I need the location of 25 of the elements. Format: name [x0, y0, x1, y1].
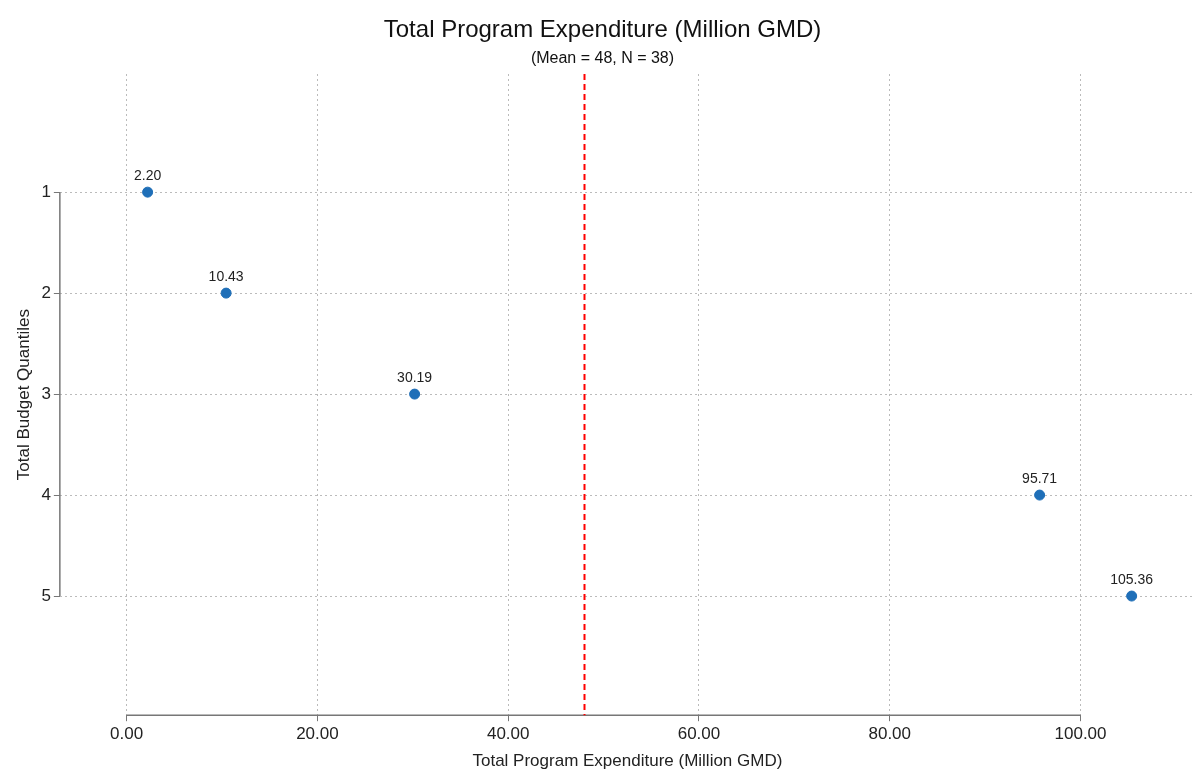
point	[220, 287, 232, 299]
x-axis-title: Total Program Expenditure (Million GMD)	[472, 751, 783, 771]
x-tick-label: 100.00	[1054, 724, 1107, 744]
point	[409, 388, 421, 400]
x-tick-label: 20.00	[296, 724, 339, 744]
x-tick-label: 60.00	[677, 724, 721, 744]
point	[142, 186, 154, 198]
y-tick-label: 3	[41, 383, 51, 403]
x-tick-label: 80.00	[868, 724, 912, 744]
x-tick-label: 0.00	[110, 724, 144, 744]
x-tick-label: 40.00	[486, 724, 530, 744]
chart-title: Total Program Expenditure (Million GMD)	[383, 15, 822, 43]
data-label: 30.19	[397, 368, 433, 385]
data-label: 95.71	[1022, 469, 1058, 486]
y-axis-title: Total Budget Quantiles	[13, 309, 33, 481]
point	[1034, 489, 1046, 501]
data-label: 10.43	[208, 267, 244, 284]
y-tick-label: 5	[41, 585, 51, 605]
data-label: 2.20	[133, 167, 162, 183]
chart-subtitle: (Mean = 48, N = 38)	[530, 48, 675, 66]
data-label: 105.36	[1110, 570, 1154, 587]
y-tick-label: 1	[41, 181, 51, 201]
y-tick-label: 2	[41, 282, 51, 302]
point	[1126, 590, 1138, 602]
y-tick-label: 4	[41, 484, 51, 504]
